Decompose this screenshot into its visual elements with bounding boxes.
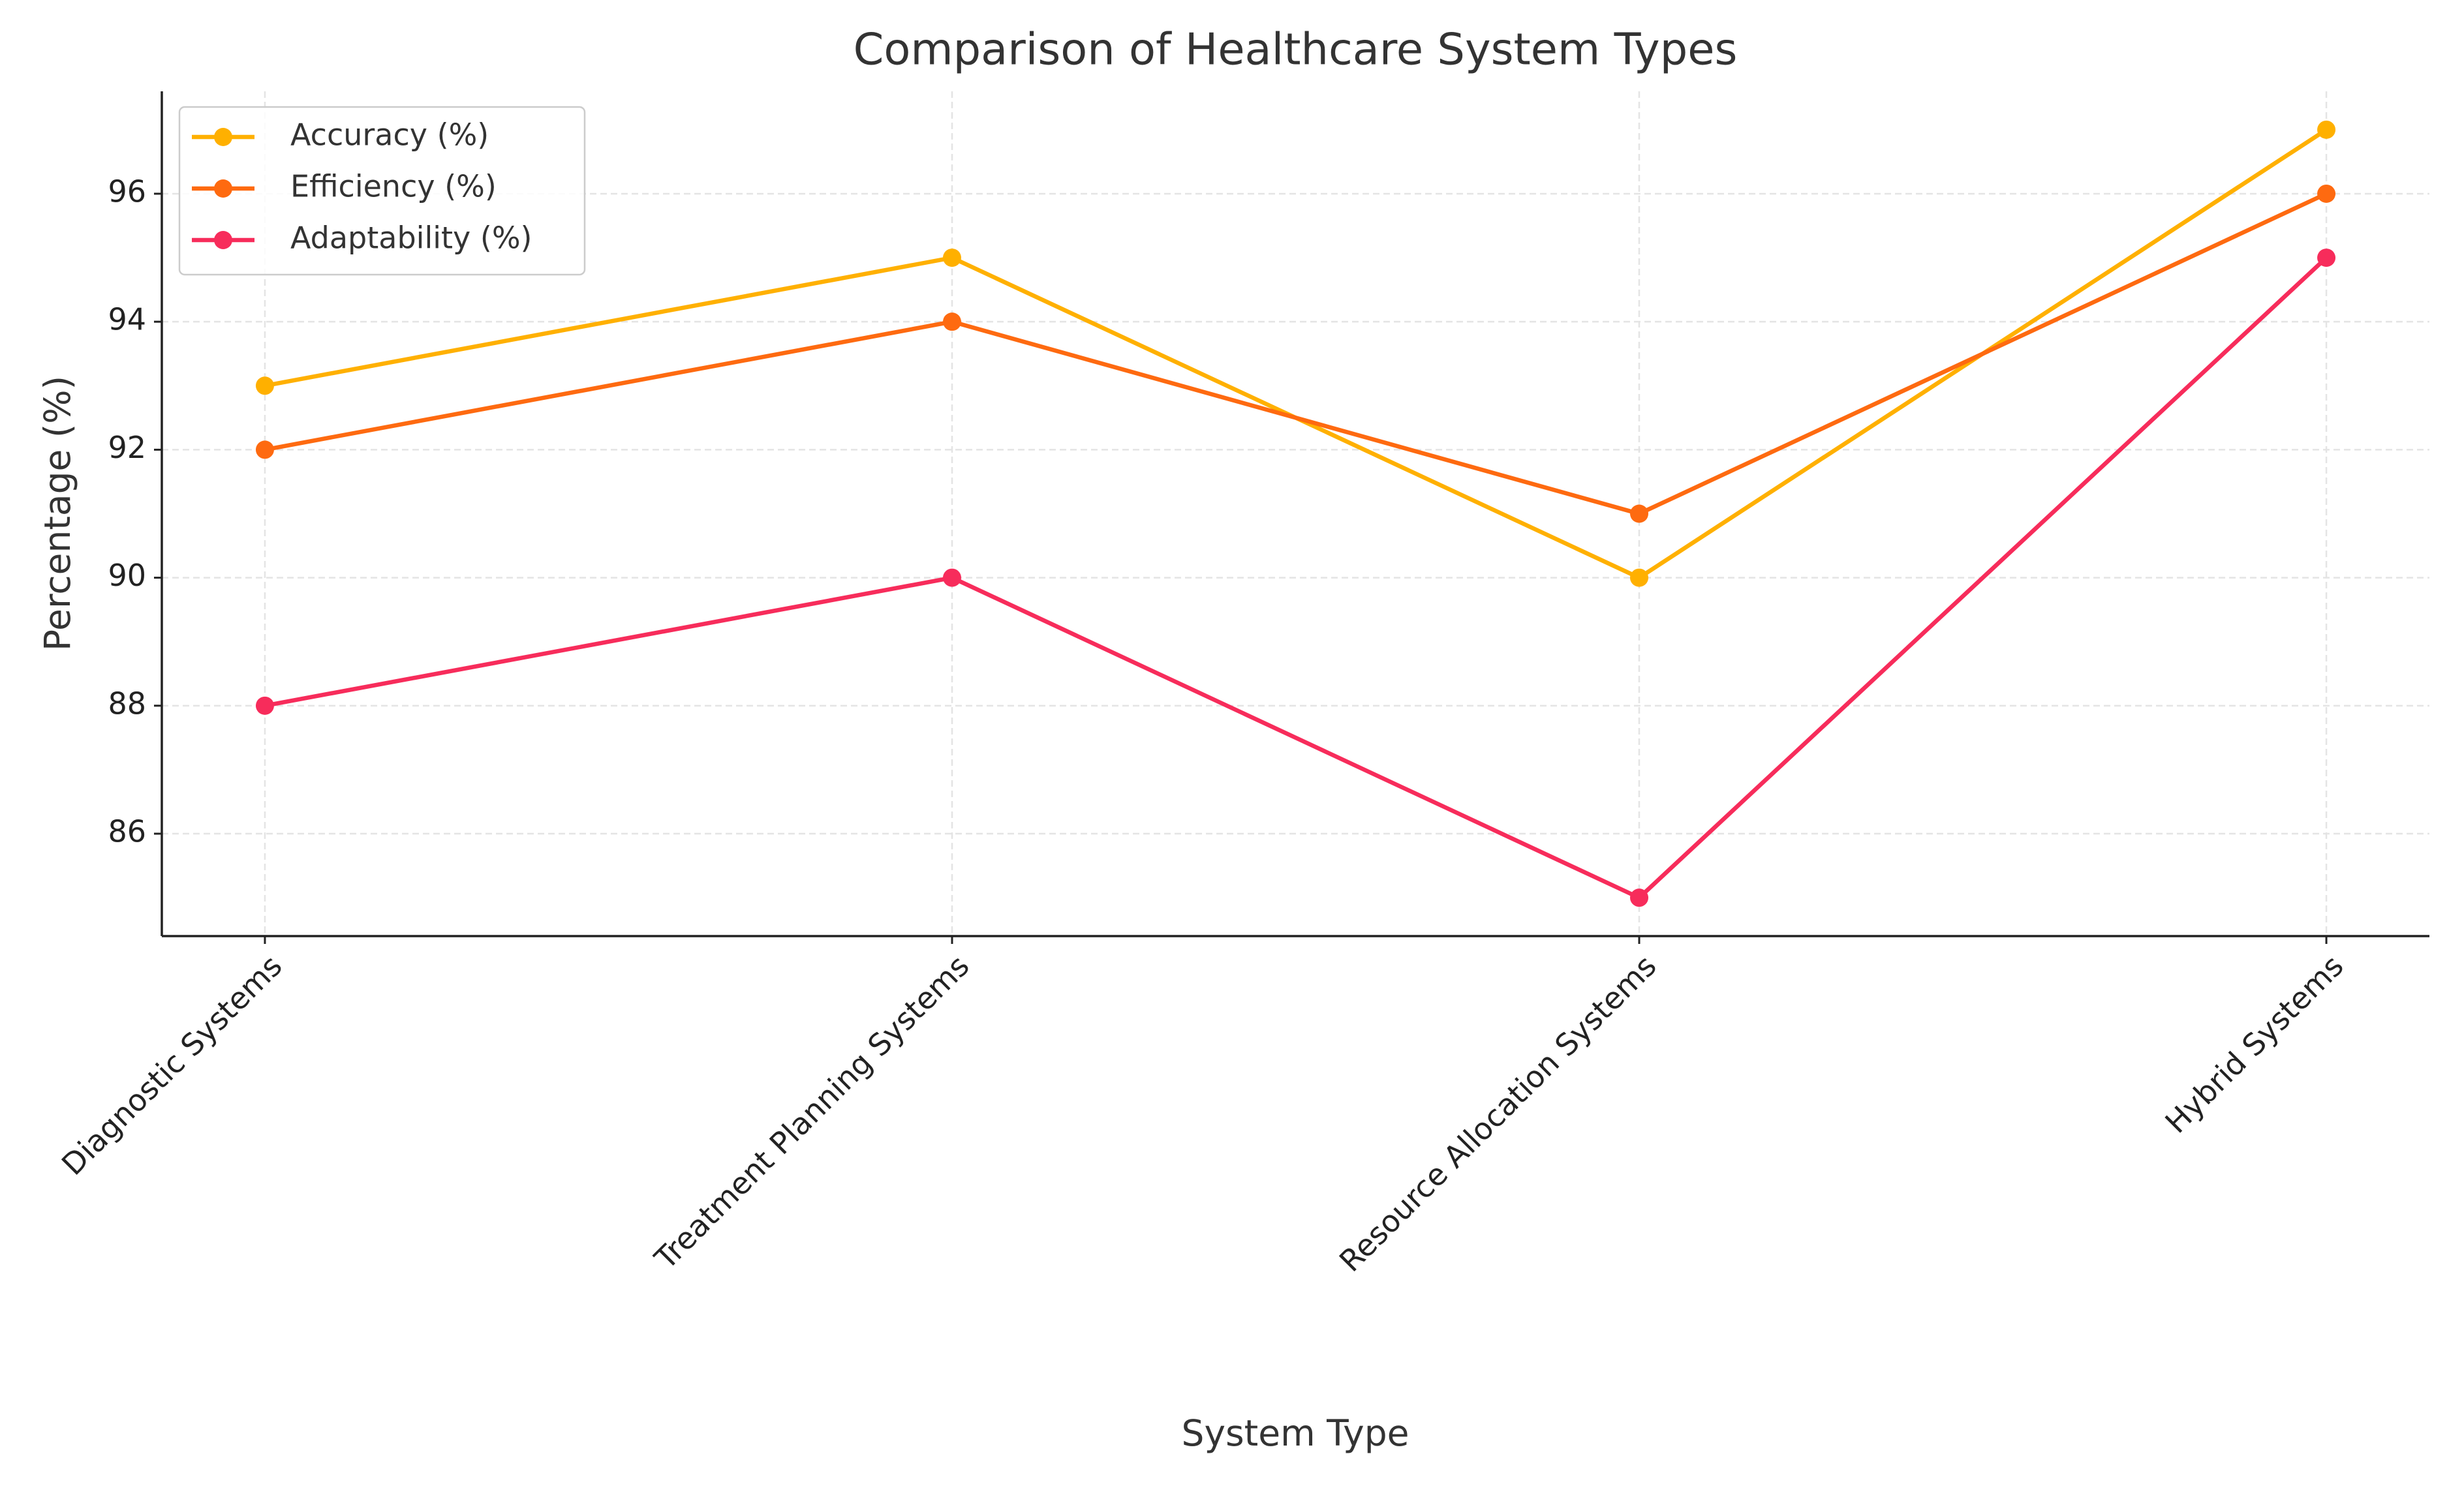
x-tick-label: Diagnostic Systems xyxy=(55,948,289,1182)
legend-marker xyxy=(214,231,232,249)
y-tick-label: 92 xyxy=(108,430,146,465)
data-point xyxy=(1630,568,1649,587)
y-axis-label: Percentage (%) xyxy=(37,376,78,651)
series-line xyxy=(264,192,2328,516)
x-axis-label: System Type xyxy=(1182,1412,1409,1454)
data-point xyxy=(942,568,961,587)
data-point xyxy=(2317,249,2336,267)
legend-label: Efficiency (%) xyxy=(290,169,497,204)
data-point xyxy=(1630,888,1649,907)
data-point xyxy=(255,696,274,715)
data-point xyxy=(255,440,274,459)
data-point xyxy=(2317,120,2336,139)
data-point xyxy=(942,249,961,267)
series-line xyxy=(264,256,2328,901)
legend-box xyxy=(178,106,586,276)
y-tick-label: 94 xyxy=(108,302,146,337)
legend-marker xyxy=(214,179,232,198)
legend-label: Adaptability (%) xyxy=(290,220,532,256)
y-tick-label: 90 xyxy=(108,558,146,593)
x-tick-label: Resource Allocation Systems xyxy=(1332,948,1663,1279)
data-point xyxy=(942,312,961,331)
x-tick-label: Hybrid Systems xyxy=(2158,948,2350,1140)
y-tick-label: 86 xyxy=(108,814,146,849)
data-point xyxy=(255,376,274,395)
chart-title: Comparison of Healthcare System Types xyxy=(854,24,1738,75)
data-point xyxy=(2317,184,2336,203)
y-tick-label: 96 xyxy=(108,174,146,209)
y-tick-label: 88 xyxy=(108,686,146,721)
legend-label: Accuracy (%) xyxy=(290,117,489,153)
legend-marker xyxy=(214,128,232,146)
x-tick-label: Treatment Planning Systems xyxy=(647,948,976,1276)
data-point xyxy=(1630,504,1649,523)
